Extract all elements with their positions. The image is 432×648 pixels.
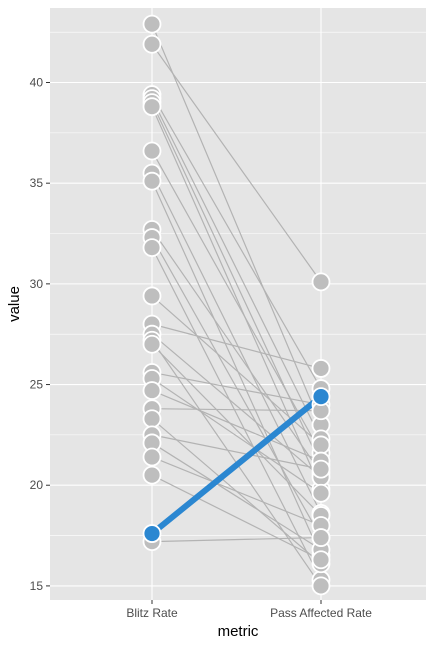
data-point (142, 97, 162, 117)
highlight-series-line (149, 393, 324, 537)
data-point (142, 409, 162, 429)
data-point (142, 465, 162, 485)
series-line (151, 371, 322, 406)
series-line (151, 247, 322, 581)
series-line (151, 43, 322, 283)
series-line (151, 180, 322, 557)
series-line (151, 377, 322, 494)
series-line (151, 408, 322, 412)
series-line (151, 333, 322, 478)
highlight-point (311, 387, 331, 407)
series-line (151, 456, 322, 527)
data-point (142, 14, 162, 34)
data-point (311, 359, 331, 378)
series-line (151, 434, 322, 470)
data-point (142, 381, 162, 400)
y-tick-label: 25 (30, 378, 44, 392)
series-line (151, 106, 322, 490)
series-line (151, 343, 322, 517)
series-line (151, 93, 322, 390)
data-point (311, 459, 331, 479)
data-point (142, 286, 162, 306)
y-tick-label: 15 (30, 579, 44, 593)
series-lines (149, 23, 324, 587)
data-point (142, 171, 162, 191)
y-axis-title: value (6, 286, 23, 322)
y-tick-label: 30 (30, 277, 44, 291)
x-axis-title: metric (218, 623, 259, 640)
y-tick-label: 35 (30, 176, 44, 190)
data-point (311, 528, 331, 547)
series-line (151, 102, 322, 466)
grid-lines (50, 8, 426, 600)
series-line (151, 474, 322, 561)
x-tick-label: Blitz Rate (126, 606, 178, 620)
series-line (151, 172, 322, 515)
axes: 15 20 25 30 35 40 Blitz Rate Pass Affected Rate (30, 76, 373, 620)
data-point (311, 483, 331, 503)
series-line (151, 323, 322, 370)
data-point (142, 238, 162, 258)
series-line (151, 536, 322, 543)
data-points (142, 14, 331, 596)
data-point (142, 447, 162, 467)
data-point (311, 550, 331, 570)
series-line (151, 228, 322, 474)
y-tick-label: 20 (30, 478, 44, 492)
data-point (142, 34, 162, 54)
y-tick-label: 40 (30, 76, 44, 90)
series-line (151, 442, 322, 551)
data-point (311, 272, 331, 292)
data-point (142, 334, 162, 354)
highlight-point (142, 524, 162, 543)
data-point (142, 141, 162, 161)
data-point (311, 576, 331, 596)
x-tick-label: Pass Affected Rate (270, 606, 372, 620)
data-point (311, 435, 331, 455)
series-line (151, 23, 322, 426)
series-line (151, 98, 322, 440)
series-line (151, 150, 322, 454)
series-line (151, 389, 322, 462)
